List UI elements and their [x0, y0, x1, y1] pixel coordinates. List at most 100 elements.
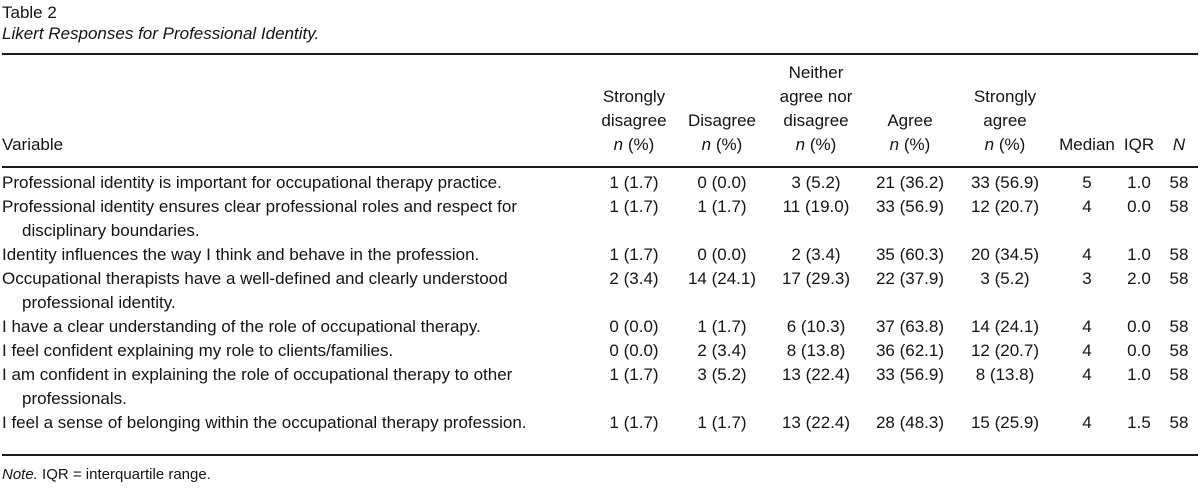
cell-n: 58 [1169, 173, 1189, 192]
cell-disagree: 1 (1.7) [697, 197, 747, 216]
cell-median: 4 [1082, 197, 1092, 216]
cell-neither: 2 (3.4) [791, 245, 841, 264]
table-row: Professional identity is important for o… [2, 167, 1198, 195]
cell-strongly-agree: 33 (56.9) [970, 173, 1040, 192]
cell-strongly-disagree: 1 (1.7) [609, 173, 659, 192]
cell-iqr: 2.0 [1127, 269, 1151, 288]
table-row: I have a clear understanding of the role… [2, 315, 1198, 339]
cell-agree: 33 (56.9) [875, 197, 945, 216]
col-header-n: N [1160, 54, 1198, 168]
cell-iqr: 0.0 [1127, 197, 1151, 216]
cell-strongly-agree: 15 (25.9) [970, 413, 1040, 432]
cell-iqr: 1.5 [1127, 413, 1151, 432]
cell-median: 4 [1082, 413, 1092, 432]
col-header-disagree: Disagree n (%) [678, 54, 766, 168]
cell-agree: 35 (60.3) [875, 245, 945, 264]
row-variable: I feel a sense of belonging within the o… [2, 413, 527, 432]
cell-median: 5 [1082, 173, 1092, 192]
row-variable: Occupational therapists have a well-defi… [2, 269, 508, 312]
cell-strongly-disagree: 1 (1.7) [609, 365, 659, 384]
cell-neither: 17 (29.3) [781, 269, 851, 288]
table-row: I feel confident explaining my role to c… [2, 339, 1198, 363]
row-variable: Professional identity ensures clear prof… [2, 197, 517, 240]
cell-median: 4 [1082, 365, 1092, 384]
cell-strongly-agree: 12 (20.7) [970, 341, 1040, 360]
header-n-pct: n (%) [613, 135, 655, 154]
cell-n: 58 [1169, 341, 1189, 360]
col-header-neither: Neither agree nor disagree n (%) [766, 54, 866, 168]
header-line: Neither [788, 63, 844, 82]
table-title: Likert Responses for Professional Identi… [2, 24, 320, 43]
row-variable: I feel confident explaining my role to c… [2, 341, 394, 360]
cell-iqr: 0.0 [1127, 341, 1151, 360]
cell-agree: 33 (56.9) [875, 365, 945, 384]
cell-median: 4 [1082, 245, 1092, 264]
cell-n: 58 [1169, 197, 1189, 216]
cell-iqr: 1.0 [1127, 245, 1151, 264]
cell-n: 58 [1169, 245, 1189, 264]
cell-disagree: 3 (5.2) [697, 365, 747, 384]
cell-median: 4 [1082, 317, 1092, 336]
cell-strongly-disagree: 1 (1.7) [609, 413, 659, 432]
cell-strongly-disagree: 2 (3.4) [609, 269, 659, 288]
header-n-pct: n (%) [889, 135, 931, 154]
likert-table: Variable Strongly disagree n (%) Disagre… [2, 53, 1198, 456]
cell-strongly-disagree: 1 (1.7) [609, 197, 659, 216]
header-line: disagree [601, 111, 667, 130]
cell-strongly-agree: 20 (34.5) [970, 245, 1040, 264]
row-variable: Identity influences the way I think and … [2, 245, 480, 264]
cell-neither: 8 (13.8) [786, 341, 846, 360]
col-header-agree: Agree n (%) [866, 54, 954, 168]
table-caption: Table 2 Likert Responses for Professiona… [2, 2, 1200, 44]
cell-disagree: 14 (24.1) [687, 269, 757, 288]
col-header-median: Median [1056, 54, 1118, 168]
cell-strongly-disagree: 0 (0.0) [609, 317, 659, 336]
cell-disagree: 0 (0.0) [697, 245, 747, 264]
header-line: Strongly [602, 87, 666, 106]
cell-n: 58 [1169, 413, 1189, 432]
header-line: disagree [783, 111, 849, 130]
cell-disagree: 1 (1.7) [697, 413, 747, 432]
cell-iqr: 0.0 [1127, 317, 1151, 336]
cell-neither: 11 (19.0) [782, 197, 850, 216]
cell-strongly-agree: 14 (24.1) [970, 317, 1040, 336]
note-text: IQR = interquartile range. [42, 466, 211, 483]
cell-agree: 36 (62.1) [875, 341, 945, 360]
cell-strongly-agree: 12 (20.7) [970, 197, 1040, 216]
row-variable: Professional identity is important for o… [2, 173, 502, 192]
row-variable: I have a clear understanding of the role… [2, 317, 481, 336]
cell-iqr: 1.0 [1127, 173, 1151, 192]
table-row: I am confident in explaining the role of… [2, 363, 1198, 411]
header-line: agree nor [779, 87, 853, 106]
cell-neither: 13 (22.4) [781, 365, 851, 384]
cell-neither: 13 (22.4) [781, 413, 851, 432]
row-variable: I am confident in explaining the role of… [2, 365, 513, 408]
cell-n: 58 [1169, 365, 1189, 384]
col-header-strongly-agree: Strongly agree n (%) [954, 54, 1056, 168]
cell-strongly-agree: 8 (13.8) [975, 365, 1035, 384]
cell-strongly-disagree: 1 (1.7) [609, 245, 659, 264]
cell-agree: 21 (36.2) [875, 173, 945, 192]
header-n-pct: n (%) [701, 135, 743, 154]
table-row: Professional identity ensures clear prof… [2, 195, 1198, 243]
table-number: Table 2 [2, 3, 57, 22]
table-row: Identity influences the way I think and … [2, 243, 1198, 267]
cell-iqr: 1.0 [1127, 365, 1151, 384]
cell-disagree: 0 (0.0) [697, 173, 747, 192]
table-row: Occupational therapists have a well-defi… [2, 267, 1198, 315]
table-row: I feel a sense of belonging within the o… [2, 411, 1198, 455]
col-header-iqr: IQR [1118, 54, 1160, 168]
cell-neither: 3 (5.2) [791, 173, 841, 192]
cell-n: 58 [1169, 269, 1189, 288]
col-header-variable: Variable [2, 54, 590, 168]
header-line: Agree [887, 111, 933, 130]
header-line: agree [983, 111, 1027, 130]
header-line: Disagree [687, 111, 757, 130]
cell-agree: 37 (63.8) [875, 317, 945, 336]
cell-median: 4 [1082, 341, 1092, 360]
cell-median: 3 [1082, 269, 1092, 288]
cell-strongly-disagree: 0 (0.0) [609, 341, 659, 360]
col-header-strongly-disagree: Strongly disagree n (%) [590, 54, 678, 168]
header-line: Strongly [973, 87, 1037, 106]
